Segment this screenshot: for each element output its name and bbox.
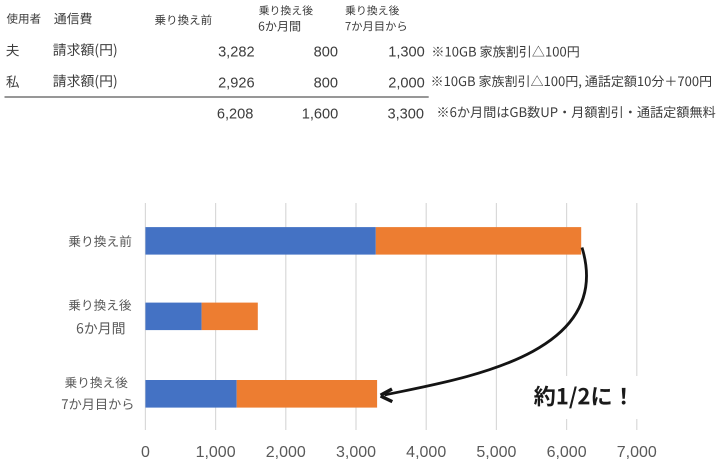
- svg-text:7,000: 7,000: [617, 444, 657, 461]
- svg-text:3,000: 3,000: [336, 444, 376, 461]
- svg-text:0: 0: [141, 444, 150, 461]
- svg-text:6,208: 6,208: [217, 107, 254, 123]
- svg-text:2,926: 2,926: [218, 76, 255, 92]
- svg-text:5,000: 5,000: [476, 444, 516, 461]
- svg-text:3,282: 3,282: [218, 44, 255, 60]
- svg-text:4,000: 4,000: [406, 444, 446, 461]
- svg-text:2,000: 2,000: [266, 444, 306, 461]
- svg-text:2,000: 2,000: [388, 76, 425, 92]
- svg-text:1,300: 1,300: [388, 44, 425, 60]
- svg-text:6,000: 6,000: [547, 444, 587, 461]
- svg-text:3,300: 3,300: [387, 107, 424, 123]
- svg-text:800: 800: [314, 76, 338, 92]
- svg-text:800: 800: [314, 44, 338, 60]
- svg-text:1,600: 1,600: [302, 107, 339, 123]
- svg-text:1,000: 1,000: [196, 444, 236, 461]
